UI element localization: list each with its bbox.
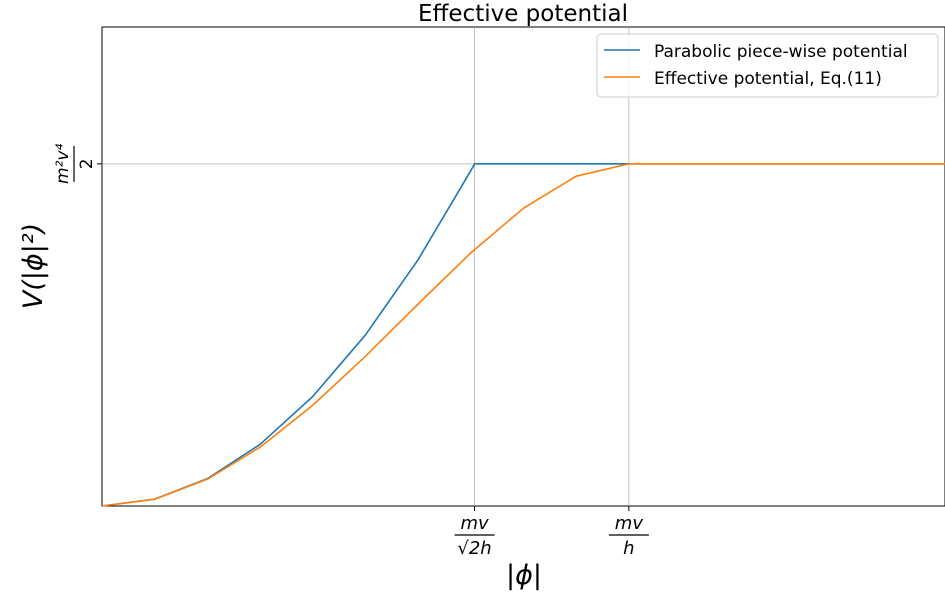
plot-area	[101, 26, 945, 507]
y-tick-label-1: m²v⁴ 2	[53, 144, 97, 184]
legend-label-series-1: Parabolic piece-wise potential	[654, 42, 908, 62]
x-tick-label-numerator-1: mv	[460, 513, 489, 534]
x-tick-label-denominator-2: h	[623, 538, 634, 559]
x-axis-label: |ϕ|	[506, 560, 542, 591]
x-tick-label-numerator-2: mv	[615, 513, 644, 534]
x-tick-label-denominator-1: √2h	[457, 538, 491, 559]
legend-box	[596, 33, 939, 98]
legend-label-series-2: Effective potential, Eq.(11)	[654, 69, 882, 89]
y-tick-label-numerator-1: m²v⁴	[53, 144, 73, 184]
y-axis-label: V(|ϕ|²)	[18, 223, 49, 309]
chart-title: Effective potential	[418, 1, 628, 27]
series-lines	[101, 163, 945, 507]
axis-ticks: mv √2h mv h m²v⁴ 2	[53, 144, 649, 559]
series-line-2	[101, 163, 945, 507]
y-tick-label-denominator-1: 2	[77, 158, 97, 169]
legend: Parabolic piece-wise potential Effective…	[596, 33, 939, 98]
